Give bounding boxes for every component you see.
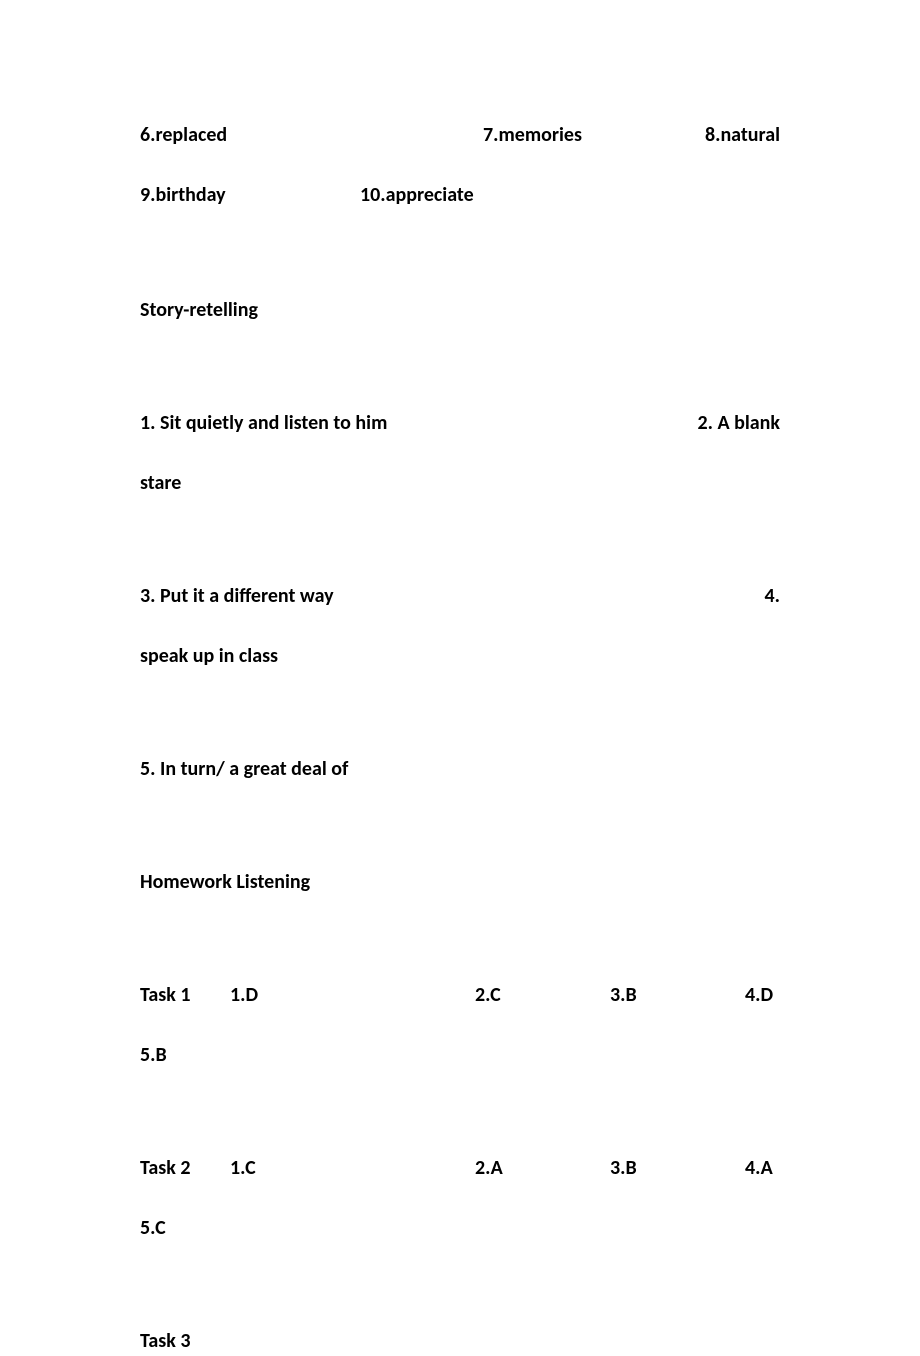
vocab-item-8: 8.natural xyxy=(705,120,780,150)
task-1-q4: 4.D xyxy=(745,980,773,1010)
vocabulary-row-1: 6.replaced 7.memories 8.natural xyxy=(140,120,780,150)
story-item-3: 3. Put it a different way xyxy=(140,581,765,611)
story-item-2-prefix: 2. A blank xyxy=(698,408,781,438)
task-2-q3: 3.B xyxy=(610,1153,745,1183)
task-1-q1: 1.D xyxy=(230,980,475,1010)
task-2-row: Task 2 1.C 2.A 3.B 4.A xyxy=(140,1153,780,1183)
task-2-q2: 2.A xyxy=(475,1153,610,1183)
story-item-2-continuation: stare xyxy=(140,468,780,498)
story-row-1: 1. Sit quietly and listen to him 2. A bl… xyxy=(140,408,780,438)
story-row-2: 3. Put it a different way 4. xyxy=(140,581,780,611)
story-retelling-title: Story-retelling xyxy=(140,295,780,325)
vocab-item-6: 6.replaced xyxy=(140,120,360,150)
task-2-label: Task 2 xyxy=(140,1153,230,1183)
story-item-4-prefix: 4. xyxy=(765,581,780,611)
homework-listening-title: Homework Listening xyxy=(140,867,780,897)
task-3-label: Task 3 xyxy=(140,1326,780,1356)
story-item-1: 1. Sit quietly and listen to him xyxy=(140,408,698,438)
vocabulary-row-2: 9.birthday 10.appreciate xyxy=(140,180,780,210)
task-2-q1: 1.C xyxy=(230,1153,475,1183)
task-2-q5: 5.C xyxy=(140,1213,780,1243)
story-item-5: 5. In turn/ a great deal of xyxy=(140,754,780,784)
task-1-row: Task 1 1.D 2.C 3.B 4.D xyxy=(140,980,780,1010)
document-content: 6.replaced 7.memories 8.natural 9.birthd… xyxy=(140,120,780,1356)
vocab-item-10: 10.appreciate xyxy=(360,180,474,210)
vocab-item-7: 7.memories xyxy=(483,120,582,150)
story-item-4-continuation: speak up in class xyxy=(140,641,780,671)
task-1-q3: 3.B xyxy=(610,980,745,1010)
task-1-label: Task 1 xyxy=(140,980,230,1010)
vocab-item-9: 9.birthday xyxy=(140,180,360,210)
task-2-q4: 4.A xyxy=(745,1153,773,1183)
task-1-q5: 5.B xyxy=(140,1040,780,1070)
task-1-q2: 2.C xyxy=(475,980,610,1010)
